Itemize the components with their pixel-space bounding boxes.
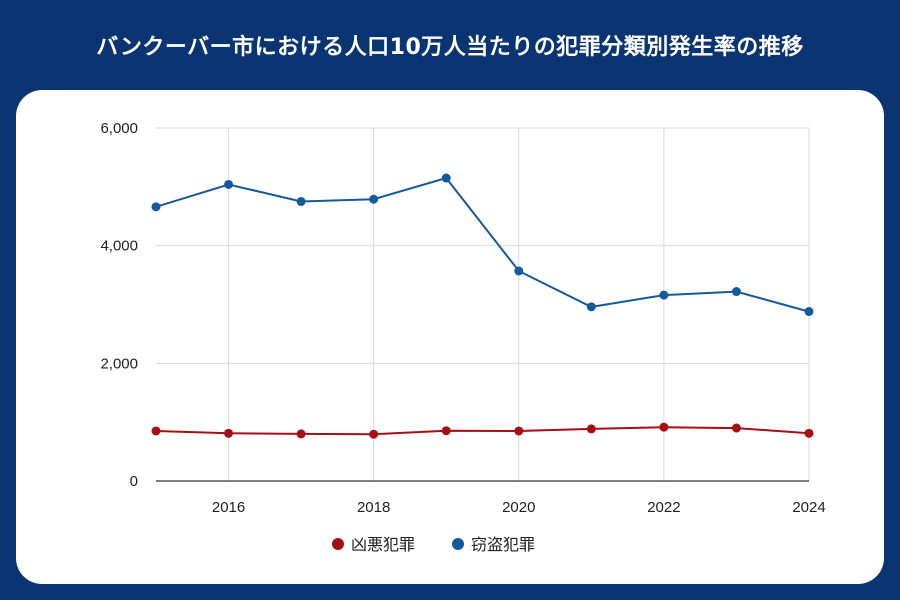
line-chart: 0 2,000 4,000 6,000 2016 2018 2020 2022 2024 凶悪犯罪… — [100, 120, 825, 554]
x-tick-label: 2020 — [502, 499, 535, 516]
legend-marker — [332, 538, 344, 550]
series-line-2 — [155, 176, 810, 313]
data-point — [296, 429, 306, 439]
data-point — [731, 423, 741, 433]
data-point — [151, 202, 161, 212]
data-point — [586, 302, 596, 312]
chart-title: バンクーバー市における人口10万人当たりの犯罪分類別発生率の推移 — [96, 35, 804, 60]
x-tick-label: 2024 — [792, 499, 825, 516]
legend-label: 凶悪犯罪 — [351, 535, 415, 554]
x-tick-label: 2016 — [212, 499, 245, 516]
data-point — [514, 266, 524, 276]
data-point — [224, 428, 234, 438]
data-point — [659, 422, 669, 432]
y-tick-label: 6,000 — [100, 120, 138, 137]
y-tick-label: 0 — [130, 473, 138, 490]
data-point — [224, 179, 234, 189]
y-tick-label: 2,000 — [100, 355, 138, 372]
data-point — [296, 197, 306, 207]
x-tick-label: 2022 — [647, 499, 680, 516]
data-point — [804, 307, 814, 317]
legend-label: 窃盗犯罪 — [471, 535, 535, 554]
series-line-1 — [155, 426, 810, 436]
data-point — [151, 426, 161, 436]
data-point — [586, 424, 596, 434]
data-point — [441, 173, 451, 183]
data-point — [369, 194, 379, 204]
data-point — [441, 426, 451, 436]
y-tick-label: 4,000 — [100, 238, 138, 255]
legend-marker — [452, 538, 464, 550]
data-point — [731, 287, 741, 297]
chart-card: 0 2,000 4,000 6,000 2016 2018 2020 2022 2024 凶悪犯罪… — [16, 90, 884, 584]
data-point — [514, 426, 524, 436]
data-point — [369, 429, 379, 439]
x-tick-label: 2018 — [357, 499, 390, 516]
data-point — [659, 290, 669, 300]
data-point — [804, 428, 814, 438]
